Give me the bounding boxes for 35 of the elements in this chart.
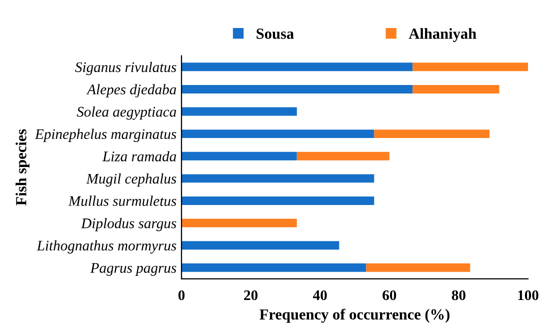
y-axis-title: Fish species [16,129,30,206]
bar [182,130,374,138]
y-tick-label: Pagrus pagrus [90,263,176,276]
x-tick-label: 100 [518,290,538,300]
x-tick-label: 60 [382,290,396,300]
bar [182,62,413,72]
bar [182,84,413,94]
bar [374,130,490,138]
bar [182,218,297,228]
x-tick-label: 40 [313,290,327,300]
bar [412,84,500,94]
bar [182,152,297,160]
x-tick-label: 0 [178,290,185,300]
x-tick-label: 80 [452,290,466,300]
y-tick-label: Diplodus sargus [80,218,176,232]
x-axis-title: Frequency of occurrence (%) [260,308,450,323]
y-tick-label: Liza ramada [102,151,176,162]
bar [182,107,297,116]
y-tick-label: Mugil cephalus [86,173,176,187]
legend-label: Sousa [256,28,294,39]
bar [182,174,374,183]
y-tick-label: Solea aegyptiaca [76,106,176,120]
bar [182,196,374,205]
y-tick-label: Mullus surmuletus [68,196,176,206]
y-tick-label: Siganus rivulatus [75,62,176,76]
y-tick-label: Lithognathus mormyrus [36,240,176,254]
y-tick-label: Alepes djedaba [86,84,176,98]
bar [366,263,470,272]
bar [182,241,340,250]
bar [182,263,366,272]
bar [412,62,528,72]
bar [296,152,390,160]
x-tick-label: 20 [244,290,258,300]
legend-label: Alhaniyah [408,28,476,42]
y-tick-label: Epinephelus marginatus [34,128,176,142]
